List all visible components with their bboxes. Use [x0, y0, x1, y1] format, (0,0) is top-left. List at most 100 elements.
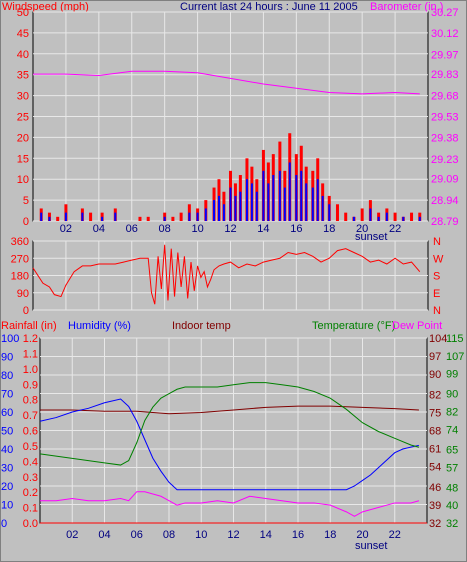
rainfall-tick: 0.8	[23, 395, 38, 407]
windspeed-tick: 45	[17, 28, 29, 40]
x-tick-label: 08	[159, 223, 171, 235]
windspeed-tick: 5	[23, 195, 29, 207]
windspeed-bar	[360, 208, 364, 221]
x-tick-label: 10	[191, 223, 203, 235]
direction-tick: 90	[17, 288, 29, 300]
rainfall-tick: 0.9	[23, 379, 38, 391]
windspeed-tick: 40	[17, 49, 29, 61]
gust-bar	[217, 195, 220, 221]
x-tick-label: 22	[389, 223, 401, 235]
windspeed-bar	[410, 212, 414, 221]
indoor-temp-tick: 61	[429, 443, 441, 455]
gust-bar	[196, 212, 199, 221]
x-tick-label: 06	[126, 223, 138, 235]
humidity-tick: 10	[1, 500, 13, 512]
x-tick-label: 16	[292, 529, 304, 541]
indoor-temp-tick: 32	[429, 518, 441, 530]
barometer-axis-label: Barometer (in.)	[370, 1, 443, 13]
gust-bar	[222, 204, 225, 221]
temperature-tick: 82	[446, 407, 458, 419]
windspeed-bar	[393, 212, 397, 221]
gust-bar	[267, 183, 270, 221]
windspeed-bar	[179, 212, 183, 221]
dewpoint-line	[40, 491, 420, 517]
gust-bar	[311, 187, 314, 221]
humidity-tick: 20	[1, 481, 13, 493]
gust-bar	[385, 212, 388, 221]
x-tick-label: 18	[324, 529, 336, 541]
x-tick-label: 02	[66, 529, 78, 541]
indoor-temp-tick: 104	[429, 333, 447, 345]
direction-tick: 0	[23, 305, 29, 317]
humidity-tick: 80	[1, 370, 13, 382]
compass-label: S	[433, 271, 440, 283]
indoor-temp-tick: 68	[429, 426, 441, 438]
indoor-temp-tick: 90	[429, 369, 441, 381]
humidity-tick: 50	[1, 426, 13, 438]
windspeed-tick: 10	[17, 174, 29, 186]
gust-bar	[40, 212, 43, 221]
windspeed-tick: 15	[17, 153, 29, 165]
x-tick-label: 10	[195, 529, 207, 541]
gust-bar	[369, 208, 372, 221]
humidity-tick: 60	[1, 407, 13, 419]
gust-bar	[245, 179, 248, 221]
x-tick-label: 12	[227, 529, 239, 541]
wind-direction-line	[32, 244, 421, 305]
windspeed-tick: 25	[17, 112, 29, 124]
gust-bar	[234, 195, 237, 221]
x-tick-label: 22	[389, 529, 401, 541]
temperature-tick: 90	[446, 389, 458, 401]
x-tick-label: 06	[131, 529, 143, 541]
humidity-tick: 100	[1, 333, 19, 345]
rainfall-tick: 0.5	[23, 441, 38, 453]
rainfall-tick: 0.7	[23, 410, 38, 422]
dewpoint-axis-label: Dew Point	[392, 320, 442, 332]
gust-bar	[114, 212, 117, 221]
barometer-tick: 29.38	[431, 133, 459, 145]
gust-bar	[352, 216, 355, 221]
gust-bar	[316, 179, 319, 221]
humidity-line	[39, 398, 420, 491]
temperature-tick: 74	[446, 424, 458, 436]
gust-bar	[321, 195, 324, 221]
gust-bar	[262, 170, 265, 221]
gust-bar	[283, 187, 286, 221]
rainfall-tick: 0.4	[23, 456, 38, 468]
barometer-tick: 28.79	[431, 216, 459, 228]
gust-bar	[163, 216, 166, 221]
indoor-temp-tick: 54	[429, 461, 441, 473]
humidity-tick: 30	[1, 463, 13, 475]
gust-series	[40, 162, 421, 221]
compass-label: N	[433, 305, 441, 317]
sunset-label-bottom: sunset	[355, 540, 387, 552]
windspeed-bar	[171, 216, 175, 221]
windspeed-tick: 50	[17, 7, 29, 19]
compass-label: E	[433, 288, 440, 300]
rainfall-tick: 0.2	[23, 487, 38, 499]
barometer-tick: 29.97	[431, 49, 459, 61]
humidity-tick: 40	[1, 444, 13, 456]
barometer-tick: 30.12	[431, 28, 459, 40]
humidity-tick: 0	[1, 518, 7, 530]
windspeed-tick: 30	[17, 91, 29, 103]
temperature-line	[39, 382, 420, 466]
gust-bar	[402, 216, 405, 221]
x-tick-label: 04	[98, 529, 110, 541]
windspeed-tick: 0	[23, 216, 29, 228]
indoor-temp-tick: 39	[429, 500, 441, 512]
direction-tick: 360	[11, 236, 29, 248]
windspeed-bar	[344, 212, 348, 221]
rainfall-tick: 1.0	[23, 364, 38, 376]
barometer-tick: 29.68	[431, 90, 459, 102]
barometer-ticks: 28.79 28.94 29.09 29.23 29.38 29.53 29.68 29.83…	[431, 7, 459, 228]
indoor-temp-tick: 97	[429, 351, 441, 363]
gust-bar	[328, 204, 331, 221]
rainfall-tick: 0.0	[23, 518, 38, 530]
temp-panel-x-ticks: 02 04 06 08 10 12 14 16 18 20 22	[66, 529, 401, 541]
barometer-tick: 29.83	[431, 69, 459, 81]
windspeed-axis-label: Windspeed (mph)	[2, 1, 89, 13]
windspeed-bar	[138, 216, 142, 221]
